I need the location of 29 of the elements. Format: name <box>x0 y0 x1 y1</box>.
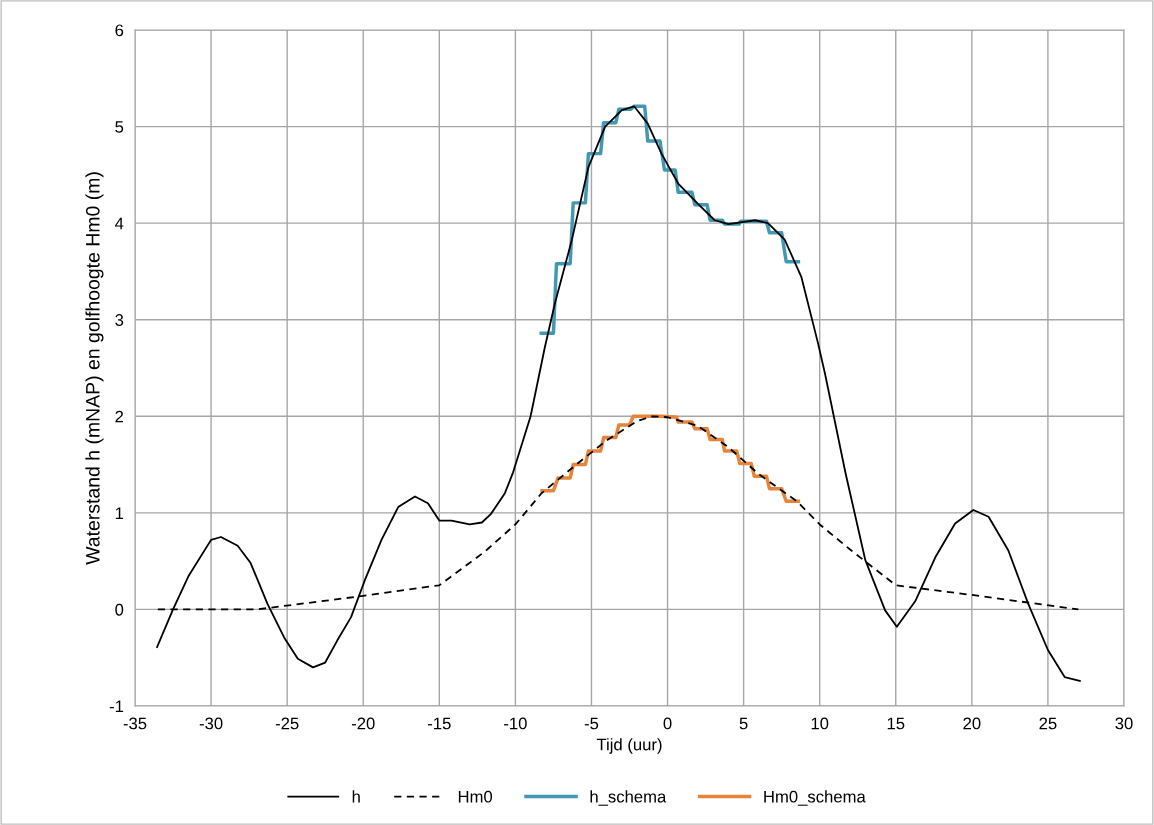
x-tick-label: 5 <box>739 717 748 730</box>
x-tick-label: 15 <box>887 717 905 730</box>
y-tick-label: 3 <box>115 314 124 326</box>
y-tick-label: 4 <box>115 217 124 230</box>
x-tick-label: -35 <box>123 717 147 730</box>
y-tick-label: 5 <box>115 121 124 133</box>
x-tick-label: 20 <box>963 717 981 730</box>
x-tick-label: -30 <box>199 717 223 730</box>
x-tick-label: -15 <box>428 717 451 730</box>
legend-label: h_schema <box>590 790 667 806</box>
y-tick-label: 6 <box>115 24 124 37</box>
legend-label: Hm0_schema <box>764 790 866 806</box>
x-tick-label: 0 <box>663 717 672 730</box>
x-tick-label: -20 <box>351 717 375 730</box>
legend-label: h <box>352 790 360 803</box>
line-series <box>156 105 1081 682</box>
x-tick-label: -5 <box>584 717 599 730</box>
x-tick-label: -25 <box>275 717 299 730</box>
x-tick-label: 30 <box>1115 717 1133 730</box>
y-tick-label: 2 <box>115 410 124 423</box>
y-axis-title: Waterstand h (mNAP) en golfhoogte Hm0 (m) <box>85 172 104 565</box>
legend-label: Hm0 <box>458 790 493 803</box>
y-tick-label: 0 <box>115 603 124 616</box>
y-tick-label: -1 <box>109 700 124 713</box>
y-tick-label: 1 <box>115 507 124 519</box>
x-axis-title: Tijd (uur) <box>596 738 662 754</box>
x-tick-label: 10 <box>811 717 829 730</box>
x-tick-label: 25 <box>1039 717 1057 730</box>
x-tick-label: -10 <box>504 717 527 730</box>
